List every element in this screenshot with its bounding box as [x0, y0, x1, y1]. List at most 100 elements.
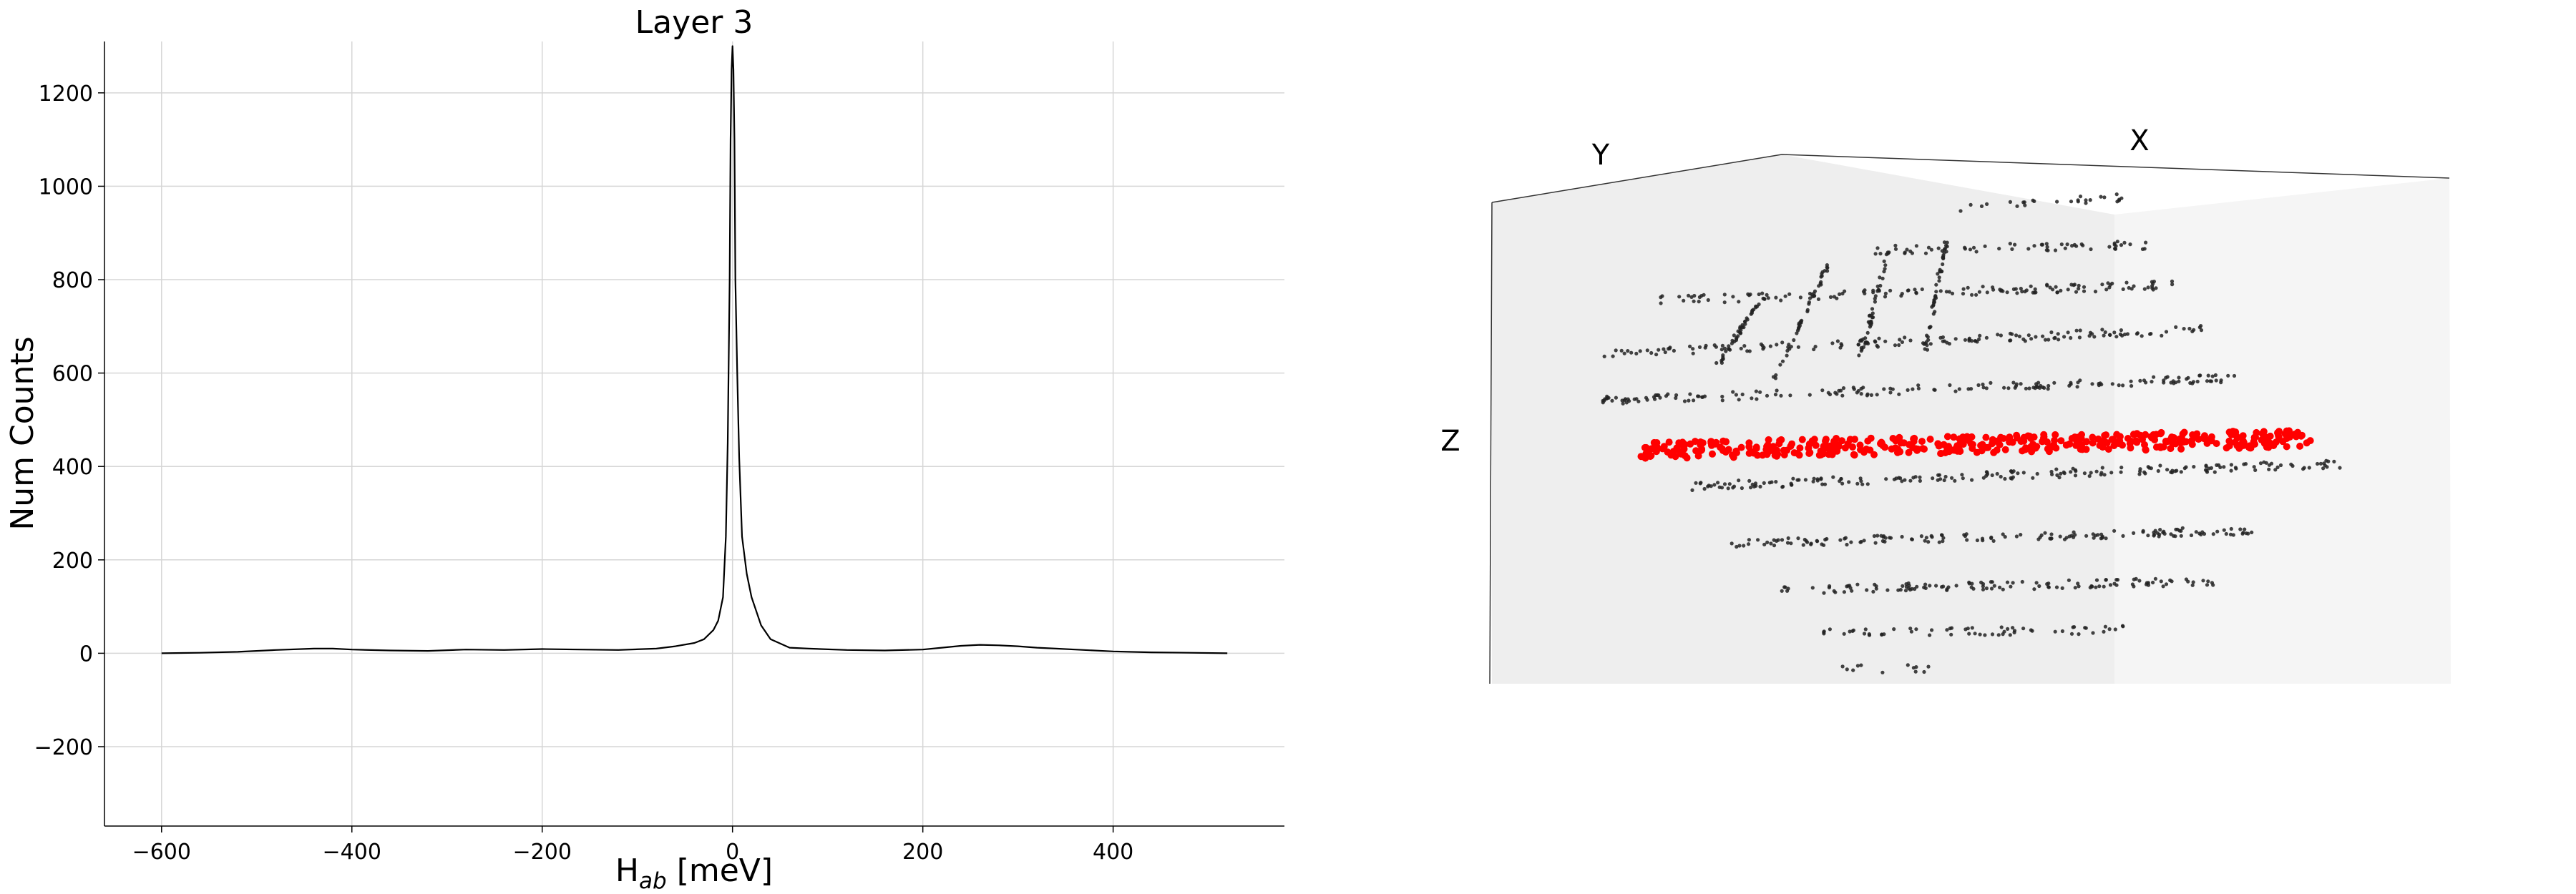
scatter-point-black: [2188, 380, 2192, 385]
scatter-point-black: [2073, 473, 2078, 478]
scatter-point-black: [2054, 585, 2059, 589]
scatter-point-black: [1985, 472, 1990, 476]
scatter-point-red: [2157, 443, 2165, 451]
scatter-point-black: [1882, 387, 1886, 391]
scatter-point-black: [1674, 393, 1679, 398]
scatter-point-black: [1823, 537, 1828, 542]
x-axis-label: Hab [meV]: [615, 853, 773, 894]
scatter-point-red: [1774, 451, 1782, 458]
scatter-point-red: [1838, 437, 1845, 445]
scatter-point-black: [2059, 242, 2064, 247]
scatter-point-black: [1663, 350, 1667, 355]
scatter-point-black: [1910, 537, 1914, 541]
scatter-point-black: [1937, 540, 1941, 544]
scatter-point-black: [1992, 584, 1996, 588]
scatter-point-black: [2027, 386, 2031, 390]
scatter-point-black: [1813, 345, 1818, 349]
scatter-point-black: [1884, 477, 1888, 481]
scatter-point-black: [1969, 585, 1974, 589]
scatter-point-red: [1894, 446, 1902, 453]
scatter-point-black: [2129, 384, 2134, 388]
scatter-point-black: [2054, 285, 2058, 289]
scatter-point-black: [2081, 243, 2085, 247]
scatter-point-black: [1873, 300, 1877, 304]
scatter-point-black: [1841, 386, 1846, 390]
scatter-point-black: [1873, 582, 1877, 586]
scatter-point-black: [1757, 302, 1761, 307]
scatter-point-black: [2100, 466, 2104, 470]
scatter-point-red: [2165, 437, 2173, 445]
scatter-point-black: [2032, 587, 2036, 591]
scatter-point-black: [2099, 532, 2104, 536]
scatter-point-black: [2037, 385, 2042, 390]
scatter-point-black: [2124, 280, 2129, 285]
scatter-point-black: [1871, 589, 1875, 594]
scatter-point-red: [1950, 433, 1958, 441]
scatter-point-red: [2083, 438, 2090, 446]
scatter-point-black: [1703, 345, 1707, 350]
scatter-point-black: [1795, 478, 1800, 482]
scatter-point-black: [2135, 332, 2139, 336]
scatter-point-red: [1822, 437, 1829, 445]
scatter-point-red: [1905, 448, 1913, 456]
scatter-point-black: [1863, 336, 1868, 340]
scatter-point-black: [1941, 262, 1945, 267]
scatter-point-black: [1860, 347, 1864, 352]
scatter-point-black: [2100, 283, 2104, 287]
scatter-point-black: [2103, 624, 2107, 629]
scatter-point-black: [1981, 285, 1985, 289]
scatter-point-black: [1943, 474, 1948, 479]
scatter-point-black: [1888, 288, 1893, 293]
scatter-point-black: [1961, 292, 1966, 296]
scatter-point-black: [1906, 388, 1910, 393]
scatter-point-black: [1820, 542, 1824, 546]
scatter-point-black: [1677, 295, 1682, 299]
scatter-point-black: [1926, 664, 1931, 669]
scatter-point-black: [1858, 338, 1863, 343]
scatter-point-black: [1754, 305, 1758, 310]
scatter-point-black: [1839, 476, 1843, 481]
scatter-point-black: [1931, 476, 1935, 481]
scatter-point-black: [1722, 300, 1727, 305]
scatter-point-black: [1840, 481, 1845, 486]
scatter-point-black: [1690, 488, 1694, 493]
scatter-point-black: [1732, 484, 1737, 488]
scatter-point-black: [1740, 392, 1745, 397]
scatter-point-black: [1908, 627, 1913, 631]
scatter-point-black: [1765, 293, 1769, 297]
scatter-point-black: [2010, 247, 2014, 251]
scatter-point-black: [2206, 373, 2210, 378]
scatter-point-black: [1697, 295, 1702, 300]
scatter-point-red: [2157, 428, 2165, 436]
scatter-point-black: [2162, 529, 2166, 534]
scatter-point-black: [2083, 626, 2087, 630]
scatter-point-black: [2234, 466, 2238, 471]
scatter-point-black: [2056, 332, 2060, 336]
scatter-point-black: [1619, 348, 1624, 353]
scatter-point-black: [2253, 468, 2258, 473]
scatter-point-black: [1923, 582, 1928, 586]
scatter-point-black: [1815, 477, 1820, 481]
scatter-point-black: [1810, 586, 1815, 590]
scatter-point-black: [1922, 585, 1926, 590]
scatter-point-red: [1733, 449, 1740, 456]
scatter-point-black: [1900, 534, 1904, 539]
scatter-point-black: [1897, 392, 1901, 396]
scatter-point-black: [1977, 337, 1981, 341]
scatter-point-black: [2064, 536, 2069, 540]
scatter-point-black: [1822, 591, 1826, 595]
scatter-point-black: [1786, 536, 1790, 541]
scatter-point-red: [1959, 441, 1967, 448]
scatter-point-red: [1697, 440, 1704, 448]
scatter-point-red: [2223, 444, 2230, 452]
scatter-point-red: [1765, 436, 1772, 443]
scatter-point-black: [1845, 667, 1849, 672]
scatter-point-black: [2015, 204, 2019, 208]
scatter-point-black: [2119, 470, 2123, 474]
scatter-point-black: [1712, 483, 1717, 487]
scatter-point-black: [1701, 395, 1705, 399]
scatter-point-black: [2243, 527, 2247, 531]
scatter-point-red: [1851, 436, 1858, 443]
scatter-point-black: [1645, 398, 1649, 402]
scatter-point-black: [1662, 347, 1666, 351]
